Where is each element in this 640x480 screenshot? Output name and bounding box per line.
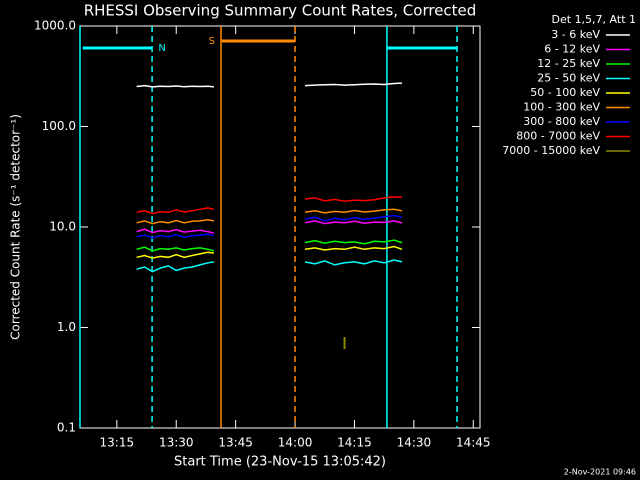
series-line (136, 251, 214, 259)
legend-label: 800 - 7000 keV (516, 130, 600, 143)
series-line (304, 82, 403, 87)
flag-label: S (209, 36, 215, 47)
legend-title: Det 1,5,7, Att 1 (552, 13, 636, 26)
y-tick-label: 100.0 (42, 119, 76, 133)
x-tick-label: 13:15 (100, 436, 135, 450)
x-tick-label: 14:00 (278, 436, 313, 450)
legend-label: 50 - 100 keV (530, 86, 600, 99)
series-line (304, 239, 403, 245)
y-axis-label: Corrected Count Rate (s⁻¹ detector⁻¹) (9, 114, 23, 340)
legend-label: 7000 - 15000 keV (502, 144, 600, 157)
series-line (304, 195, 403, 203)
series-line (136, 261, 215, 273)
x-tick-label: 14:30 (397, 436, 432, 450)
y-tick-label: 1000.0 (34, 19, 76, 33)
series-line (136, 228, 215, 234)
y-tick-label: 10.0 (49, 220, 76, 234)
legend-label: 6 - 12 keV (544, 43, 600, 56)
x-axis-label: Start Time (23-Nov-15 13:05:42) (174, 455, 386, 470)
x-tick-label: 14:15 (337, 436, 372, 450)
legend-label: 3 - 6 keV (551, 28, 600, 41)
series-line (304, 259, 403, 266)
series-line (304, 214, 403, 222)
x-tick-label: 13:30 (159, 436, 194, 450)
x-tick-label: 13:45 (218, 436, 253, 450)
series-line (304, 220, 403, 225)
legend-label: 100 - 300 keV (523, 101, 600, 114)
series-line (136, 219, 215, 225)
series-line (304, 208, 403, 214)
x-tick-label: 14:45 (456, 436, 491, 450)
footer: 2-Nov-2021 09:46 (564, 468, 636, 477)
series-line (136, 84, 214, 88)
legend-label: 12 - 25 keV (537, 57, 600, 70)
series-line (304, 245, 403, 251)
legend-label: 300 - 800 keV (523, 115, 600, 128)
series-line (136, 233, 215, 239)
flag-label: N (158, 43, 165, 54)
chart-title: RHESSI Observing Summary Count Rates, Co… (84, 2, 477, 20)
series-line (136, 246, 215, 252)
legend-label: 25 - 50 keV (537, 72, 600, 85)
series-line (136, 207, 215, 215)
y-tick-label: 0.1 (57, 421, 76, 435)
y-tick-label: 1.0 (57, 320, 76, 334)
